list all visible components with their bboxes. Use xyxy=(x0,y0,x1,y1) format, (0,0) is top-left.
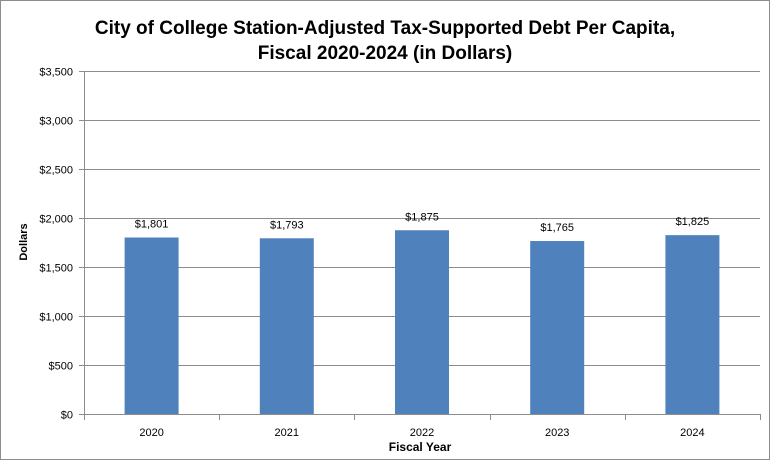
data-label-2024: $1,825 xyxy=(676,216,710,228)
bar-2023 xyxy=(530,241,585,414)
x-axis-label: Fiscal Year xyxy=(388,440,452,454)
data-labels: $1,801 $1,793 $1,875 $1,765 $1,825 xyxy=(135,211,709,234)
y-axis-label: Dollars xyxy=(18,223,30,261)
bar-2020 xyxy=(124,237,179,414)
x-tick-label: 2022 xyxy=(410,427,434,439)
y-axis-ticks: $0 $500 $1,000 $1,500 $2,000 $2,500 $3,000 $3,5… xyxy=(39,67,84,422)
x-tick-label: 2021 xyxy=(275,427,299,439)
bar-2024 xyxy=(665,235,720,414)
chart-title-line-1: City of College Station-Adjusted Tax-Sup… xyxy=(94,18,676,39)
x-tick-label: 2024 xyxy=(680,427,704,439)
chart-title-line-2: Fiscal 2020-2024 (in Dollars) xyxy=(257,43,513,64)
bar-2021 xyxy=(259,238,314,414)
y-tick-label: $2,500 xyxy=(39,165,73,177)
y-tick-label: $2,000 xyxy=(39,214,73,226)
bars xyxy=(124,230,720,414)
data-label-2023: $1,765 xyxy=(540,222,574,234)
chart-title: City of College Station-Adjusted Tax-Sup… xyxy=(0,16,770,66)
y-tick-label: $3,000 xyxy=(39,116,73,128)
x-tick-label: 2020 xyxy=(139,427,163,439)
data-label-2020: $1,801 xyxy=(135,219,169,231)
y-tick-label: $1,000 xyxy=(39,312,73,324)
x-tick-label: 2023 xyxy=(545,427,569,439)
data-label-2021: $1,793 xyxy=(270,219,304,231)
bar-2022 xyxy=(395,230,449,414)
y-tick-label: $0 xyxy=(61,410,73,422)
y-tick-label: $500 xyxy=(49,361,73,373)
x-axis-ticks: 2020 2021 2022 2023 2024 xyxy=(84,414,761,439)
y-tick-label: $1,500 xyxy=(39,263,73,275)
y-tick-label: $3,500 xyxy=(39,67,73,79)
data-label-2022: $1,875 xyxy=(405,211,439,223)
